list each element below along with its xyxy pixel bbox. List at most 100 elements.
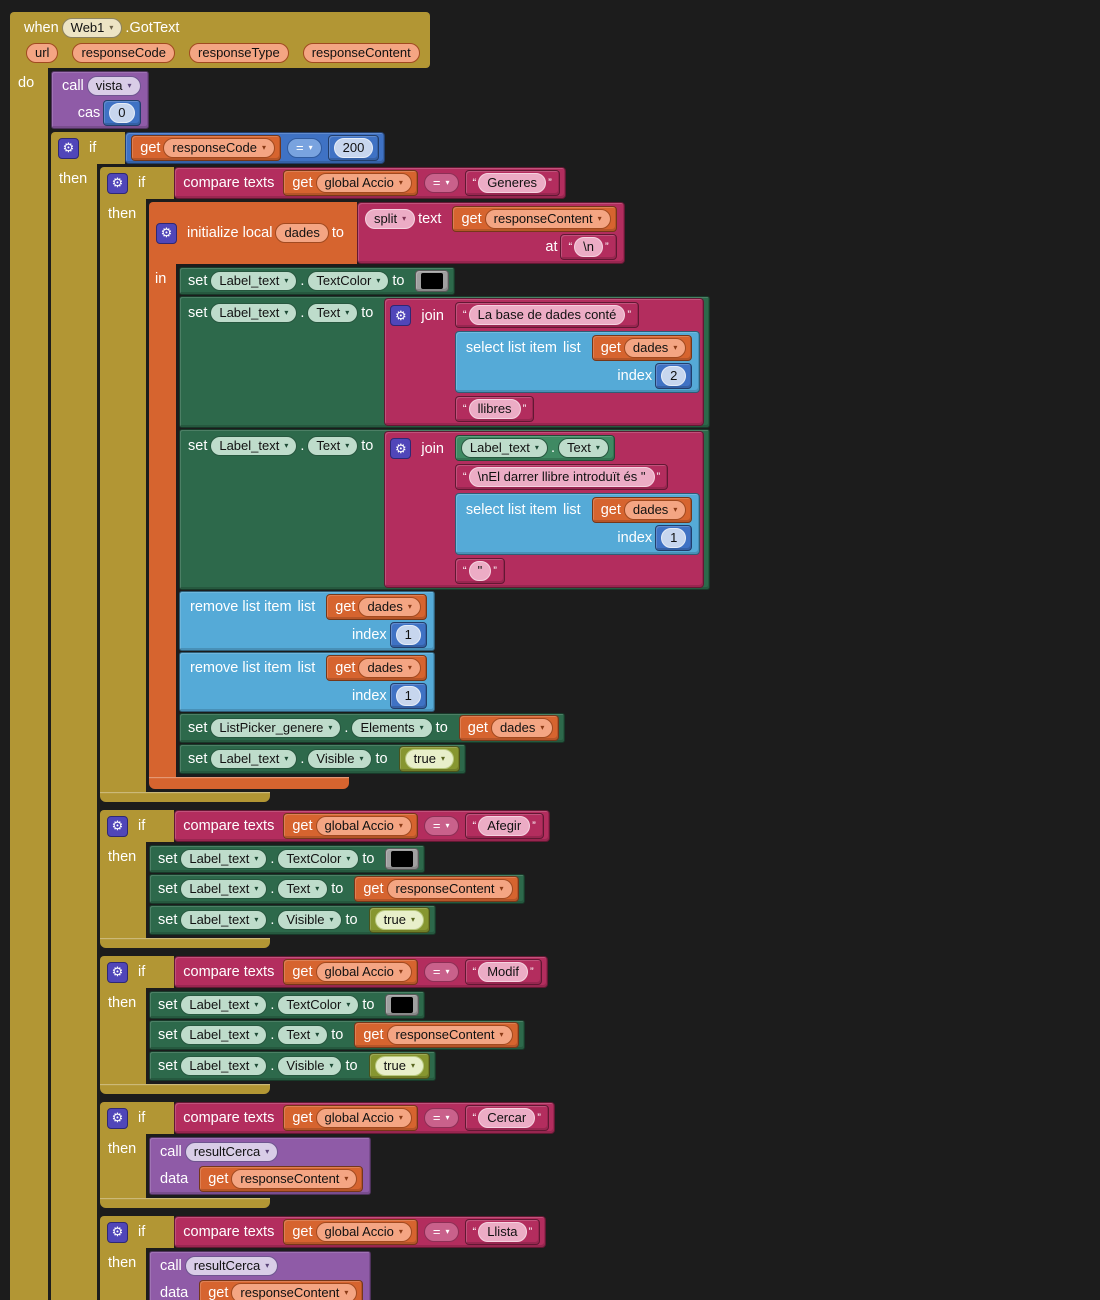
responsecontent-dropdown[interactable]: responseContent ▾	[231, 1283, 358, 1300]
labeltext-dropdown[interactable]: Label_text ▾	[180, 879, 268, 899]
text-equals-dropdown[interactable]: = ▾	[423, 1108, 459, 1128]
mutator-gear-icon[interactable]: ⚙	[107, 172, 128, 194]
set-labeltext-visible-block[interactable]: set Label_text ▾ . Visible ▾ to true ▾	[149, 905, 436, 935]
responsecontent-dropdown[interactable]: responseContent ▾	[386, 879, 513, 899]
mutator-gear-icon[interactable]: ⚙	[107, 1107, 128, 1129]
visible-dropdown[interactable]: Visible ▾	[277, 1056, 343, 1076]
get-dades-block[interactable]: get dades ▾	[326, 594, 427, 620]
number-0-block[interactable]: 0	[103, 100, 141, 126]
visible-dropdown[interactable]: Visible ▾	[307, 749, 373, 769]
when-web1-gottext-event-block[interactable]: when Web1 ▾ .GotText url responseCode res…	[10, 12, 711, 1300]
global-accio-dropdown[interactable]: global Accio ▾	[315, 1108, 412, 1128]
logic-true-block[interactable]: true ▾	[368, 1053, 430, 1079]
global-accio-dropdown[interactable]: global Accio ▾	[315, 1222, 412, 1242]
listpicker-dropdown[interactable]: ListPicker_genere ▾	[210, 718, 342, 738]
join-block-2[interactable]: ⚙ join Label_text ▾	[384, 431, 705, 588]
dades-dropdown[interactable]: dades ▾	[490, 718, 554, 738]
equals-compare-block[interactable]: get responseCode ▾ = ▾ 200	[125, 132, 386, 164]
text-prop-dropdown[interactable]: Text ▾	[307, 436, 359, 456]
remove-list-item-block-1[interactable]: remove list item list get dades ▾	[179, 591, 435, 651]
select-list-item-block-2[interactable]: select list item list get dades ▾	[454, 493, 701, 555]
get-dades-block[interactable]: get dades ▾	[458, 715, 560, 741]
get-responsecontent-block[interactable]: get responseContent ▾	[199, 1280, 364, 1300]
get-dades-block[interactable]: get dades ▾	[326, 655, 427, 681]
event-param-responsetype[interactable]: responseType	[189, 43, 289, 63]
text-string-newline[interactable]: “ \n ”	[560, 234, 617, 260]
set-labeltext-visible-block[interactable]: set Label_text ▾ . Visible ▾ to true ▾	[179, 744, 466, 774]
text-equals-dropdown[interactable]: = ▾	[423, 962, 459, 982]
global-accio-dropdown[interactable]: global Accio ▾	[315, 816, 412, 836]
equals-operator-dropdown[interactable]: = ▾	[287, 138, 322, 158]
join-block-1[interactable]: ⚙ join “ La base	[384, 298, 705, 426]
dades-dropdown[interactable]: dades ▾	[358, 597, 421, 617]
text-string-llibres[interactable]: “ llibres ”	[454, 396, 535, 422]
call-resultcerca-block[interactable]: call resultCerca ▾ data get responseConte…	[149, 1137, 372, 1195]
text-string-generes[interactable]: “ Generes ”	[464, 170, 560, 196]
get-dades-block[interactable]: get dades ▾	[591, 335, 693, 361]
color-black-block[interactable]	[415, 270, 450, 292]
set-labeltext-textcolor-block[interactable]: set Label_text ▾ . TextColor ▾ to	[179, 267, 456, 295]
text-prop-dropdown[interactable]: Text ▾	[277, 1025, 329, 1045]
logic-true-block[interactable]: true ▾	[398, 746, 460, 772]
if-block-llista[interactable]: ⚙ if compare texts get global Accio ▾	[100, 1216, 547, 1300]
elements-dropdown[interactable]: Elements ▾	[351, 718, 433, 738]
mutator-gear-icon[interactable]: ⚙	[390, 305, 412, 326]
compare-texts-block-generes[interactable]: compare texts get global Accio ▾ = ▾ “ Gen…	[174, 167, 566, 199]
split-block[interactable]: split ▾ text get responseContent ▾	[356, 202, 625, 264]
responsecode-dropdown[interactable]: responseCode ▾	[163, 138, 275, 158]
set-labeltext-visible-block[interactable]: set Label_text ▾ . Visible ▾ to true ▾	[149, 1051, 436, 1081]
split-dropdown[interactable]: split ▾	[364, 209, 416, 229]
set-labeltext-text-block[interactable]: set Label_text ▾ . Text ▾ to	[179, 296, 711, 428]
text-string-afegir[interactable]: “ Afegir ”	[464, 813, 544, 839]
dades-name-field[interactable]: dades	[275, 223, 329, 243]
get-global-accio-block[interactable]: get global Accio ▾	[283, 959, 418, 985]
mutator-gear-icon[interactable]: ⚙	[107, 815, 128, 837]
compare-texts-block-modif[interactable]: compare texts get global Accio ▾ = ▾ “ Mod…	[174, 956, 548, 988]
global-accio-dropdown[interactable]: global Accio ▾	[315, 173, 412, 193]
labeltext-dropdown[interactable]: Label_text ▾	[180, 995, 268, 1015]
text-string-llista[interactable]: “ Llista ”	[464, 1219, 541, 1245]
if-block-responsecode[interactable]: ⚙ if get responseCode ▾ = ▾ 200 then	[51, 132, 711, 1300]
labeltext-dropdown[interactable]: Label_text ▾	[180, 910, 268, 930]
labeltext-dropdown[interactable]: Label_text ▾	[210, 749, 298, 769]
remove-list-item-block-2[interactable]: remove list item list get dades ▾	[179, 652, 435, 712]
number-1-block[interactable]: 1	[389, 683, 427, 709]
if-block-cercar[interactable]: ⚙ if compare texts get global Accio ▾	[100, 1102, 555, 1208]
event-param-responsecode[interactable]: responseCode	[72, 43, 176, 63]
resultcerca-procedure-dropdown[interactable]: resultCerca ▾	[184, 1256, 279, 1276]
text-prop-dropdown[interactable]: Text ▾	[307, 303, 359, 323]
set-labeltext-text-block[interactable]: set Label_text ▾ . Text ▾ to	[179, 429, 711, 590]
mutator-gear-icon[interactable]: ⚙	[58, 137, 79, 159]
get-responsecontent-block[interactable]: get responseContent ▾	[354, 1022, 519, 1048]
mutator-gear-icon[interactable]: ⚙	[107, 1221, 128, 1243]
resultcerca-procedure-dropdown[interactable]: resultCerca ▾	[184, 1142, 279, 1162]
get-global-accio-block[interactable]: get global Accio ▾	[283, 1105, 418, 1131]
responsecontent-dropdown[interactable]: responseContent ▾	[231, 1169, 358, 1189]
set-labeltext-text-block[interactable]: set Label_text ▾ . Text ▾ to get responseC…	[149, 874, 525, 904]
text-equals-dropdown[interactable]: = ▾	[423, 816, 459, 836]
vista-procedure-dropdown[interactable]: vista ▾	[86, 76, 141, 96]
logic-true-block[interactable]: true ▾	[368, 907, 430, 933]
get-responsecontent-block[interactable]: get responseContent ▾	[199, 1166, 364, 1192]
event-param-url[interactable]: url	[26, 43, 59, 63]
text-string-cercar[interactable]: “ Cercar ”	[464, 1105, 549, 1131]
set-listpicker-elements-block[interactable]: set ListPicker_genere ▾ . Elements ▾ to ge…	[179, 713, 566, 743]
get-responsecode-block[interactable]: get responseCode ▾	[131, 135, 281, 161]
get-global-accio-block[interactable]: get global Accio ▾	[283, 170, 418, 196]
initialize-local-dades-block[interactable]: ⚙ initialize local dades to spl	[149, 202, 711, 789]
textcolor-dropdown[interactable]: TextColor ▾	[277, 995, 360, 1015]
if-block-afegir[interactable]: ⚙ if compare texts get global Accio ▾	[100, 810, 550, 948]
dades-dropdown[interactable]: dades ▾	[623, 338, 687, 358]
set-labeltext-textcolor-block[interactable]: set Label_text ▾ . TextColor ▾ to	[149, 845, 426, 873]
color-black-block[interactable]	[385, 848, 420, 870]
labeltext-dropdown[interactable]: Label_text ▾	[180, 1056, 268, 1076]
labeltext-dropdown[interactable]: Label_text ▾	[180, 1025, 268, 1045]
if-block-generes[interactable]: ⚙ if compare texts get global Accio ▾	[100, 167, 711, 802]
number-1-block[interactable]: 1	[389, 622, 427, 648]
compare-texts-block-llista[interactable]: compare texts get global Accio ▾ = ▾ “ Lli…	[174, 1216, 547, 1248]
text-string-base-msg[interactable]: “ La base de dades conté ”	[454, 302, 640, 328]
get-dades-block[interactable]: get dades ▾	[591, 497, 693, 523]
number-1-block[interactable]: 1	[655, 525, 693, 551]
global-accio-dropdown[interactable]: global Accio ▾	[315, 962, 412, 982]
get-global-accio-block[interactable]: get global Accio ▾	[283, 1219, 418, 1245]
